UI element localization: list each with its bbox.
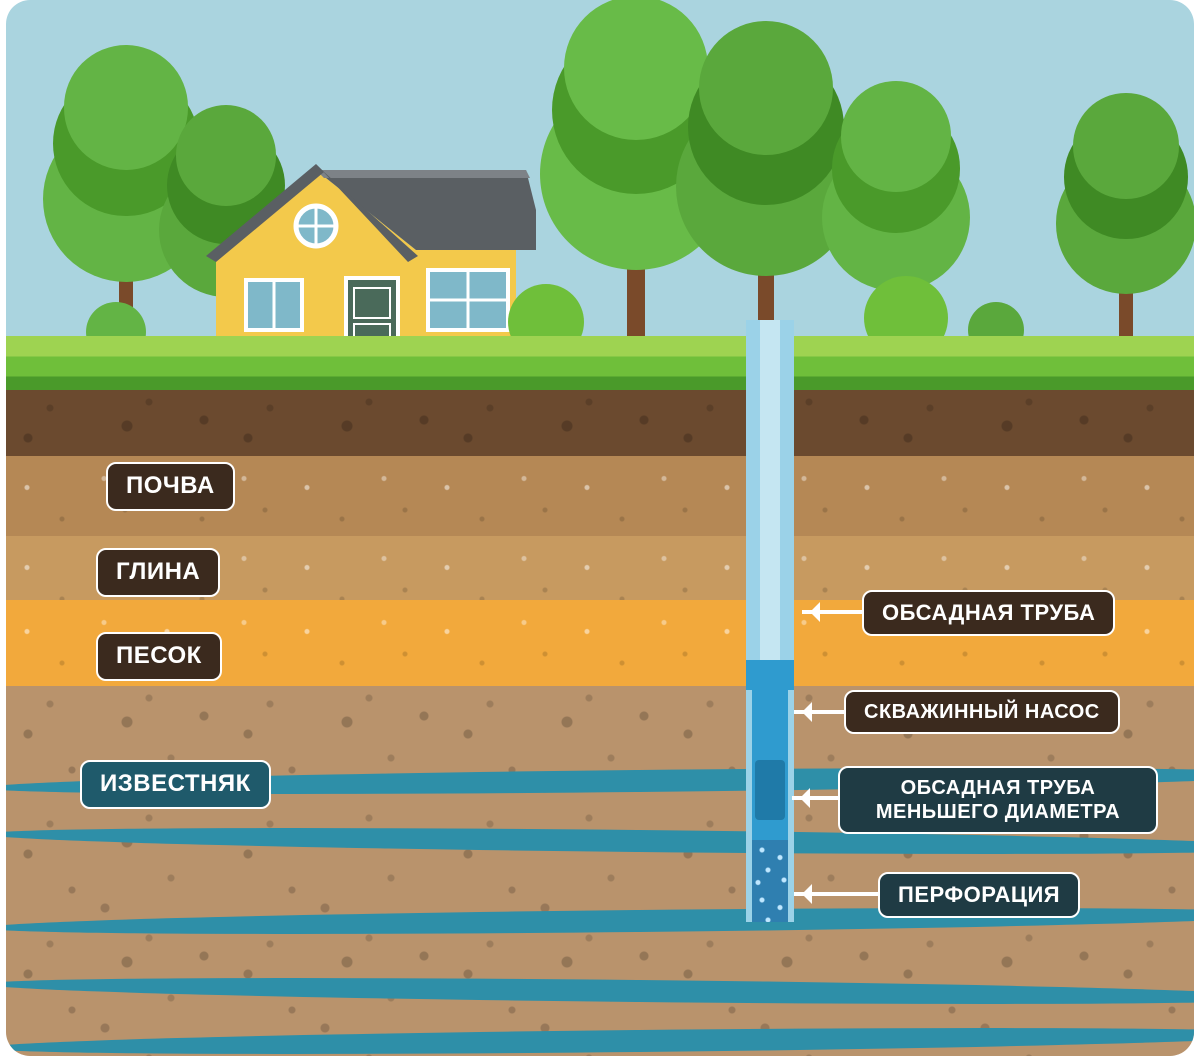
callout-label: ПЕРФОРАЦИЯ <box>878 872 1080 918</box>
callout-arrow <box>802 610 862 614</box>
callout-arrow <box>792 796 838 800</box>
layer-label: ИЗВЕСТНЯК <box>80 760 271 809</box>
grass-layer <box>6 336 1194 394</box>
callout-label: ОБСАДНАЯ ТРУБА МЕНЬШЕГО ДИАМЕТРА <box>838 766 1158 834</box>
pump <box>755 760 785 820</box>
layer-label: ПОЧВА <box>106 462 235 511</box>
callout-arrow <box>794 710 844 714</box>
perforation <box>752 840 788 922</box>
diagram-frame: ПОЧВА ГЛИНА ПЕСОК ИЗВЕСТНЯК ОБСАДНАЯ ТРУБА С… <box>6 0 1194 1056</box>
layer-label: ГЛИНА <box>96 548 220 597</box>
callout-label: СКВАЖИННЫЙ НАСОС <box>844 690 1120 734</box>
well <box>746 320 794 922</box>
callout-label: ОБСАДНАЯ ТРУБА <box>862 590 1115 636</box>
casing-inner <box>760 320 780 660</box>
layer-label: ПЕСОК <box>96 632 222 681</box>
callout-arrow <box>794 892 878 896</box>
water-fill <box>746 660 794 690</box>
layer-topsoil_rocks <box>6 390 1194 456</box>
